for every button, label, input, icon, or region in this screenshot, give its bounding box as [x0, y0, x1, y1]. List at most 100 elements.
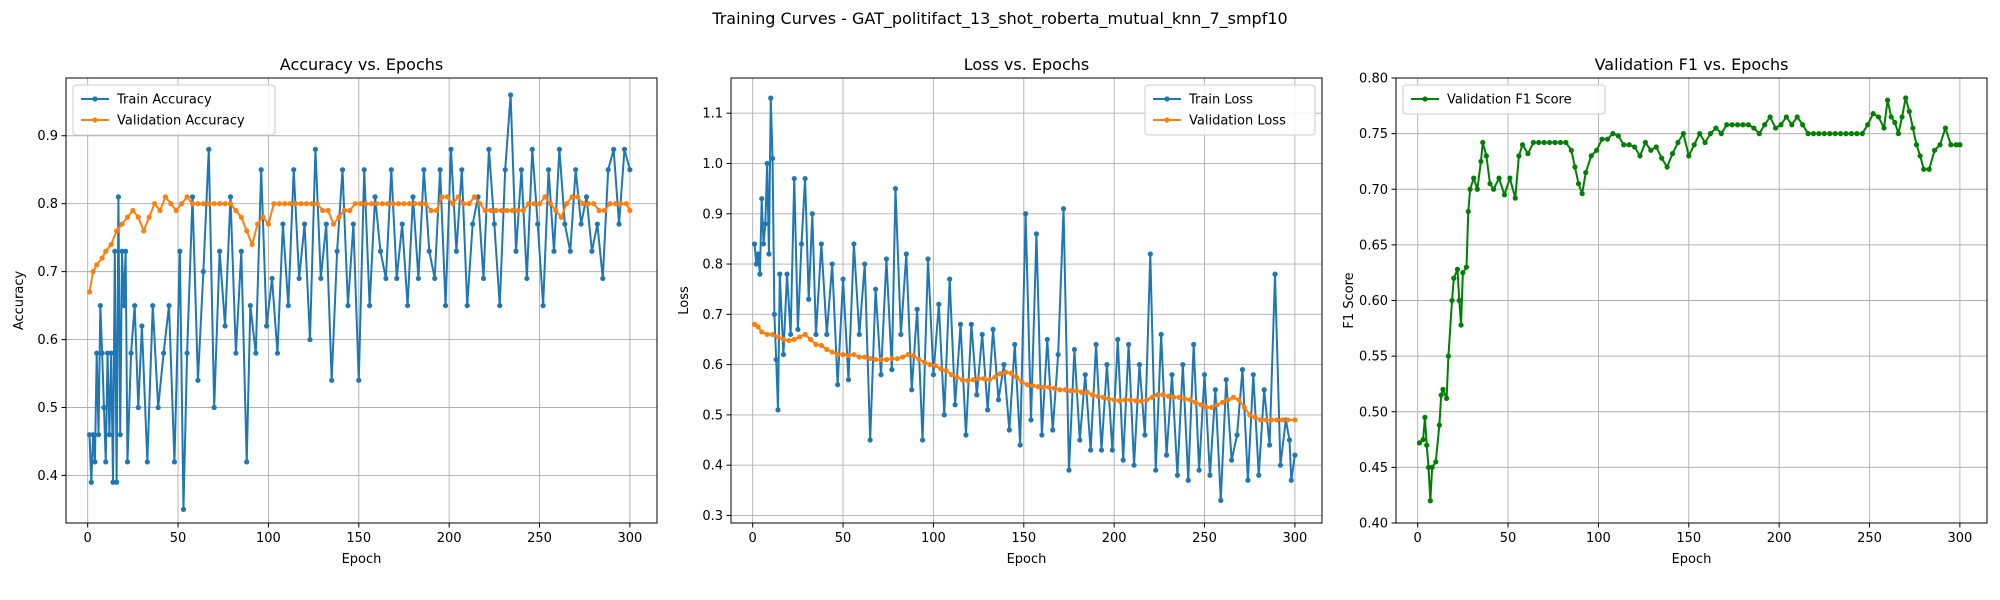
train-accuracy-point: [108, 350, 114, 356]
train-accuracy-point: [92, 459, 98, 465]
validation-f1-score-point: [1772, 125, 1779, 131]
train-accuracy-point: [323, 221, 329, 227]
train-accuracy-point: [115, 194, 122, 200]
validation-f1-score-point: [1615, 133, 1621, 139]
validation-f1-score-point: [1767, 114, 1773, 120]
accuracy-x-tick-label: 150: [346, 531, 371, 546]
accuracy-y-tick-label: 0.8: [37, 197, 58, 212]
validation-loss-point: [867, 355, 873, 362]
validation-loss-point: [986, 377, 993, 383]
validation-accuracy-point: [433, 207, 440, 214]
validation-accuracy-point: [627, 207, 633, 214]
validation-loss-point: [1292, 417, 1298, 423]
validation-accuracy-point: [406, 201, 412, 207]
validation-loss-point: [1079, 389, 1085, 395]
train-loss-point: [898, 331, 904, 338]
loss-x-tick-label: 150: [1011, 531, 1036, 546]
validation-f1-score-point: [1870, 111, 1876, 117]
validation-loss-point: [1192, 399, 1199, 405]
accuracy-y-tick-label: 0.5: [37, 401, 58, 416]
train-accuracy-point: [296, 275, 302, 282]
validation-loss-point: [1263, 417, 1269, 423]
validation-f1-score-point: [1552, 139, 1558, 146]
validation-f1-score-point: [1422, 414, 1428, 420]
train-loss-point: [1158, 331, 1164, 338]
f1-y-tick-label: 0.55: [1359, 350, 1388, 365]
validation-accuracy-point: [504, 207, 510, 214]
train-loss-point: [1272, 271, 1278, 277]
train-accuracy-point: [101, 404, 107, 411]
validation-accuracy-point: [547, 201, 553, 207]
validation-f1-score-point: [1463, 264, 1470, 270]
validation-f1-score-point: [1642, 139, 1649, 146]
validation-accuracy-point: [347, 207, 353, 214]
validation-accuracy-point: [124, 214, 131, 220]
validation-loss-point: [959, 377, 965, 383]
loss-legend-box: [1144, 84, 1316, 136]
validation-f1-score-point: [1848, 131, 1855, 137]
validation-f1-score-point: [1854, 131, 1860, 137]
train-accuracy-point: [264, 323, 270, 329]
validation-loss-point: [1084, 389, 1090, 395]
validation-loss-point: [1268, 417, 1274, 423]
train-accuracy-point: [94, 350, 100, 356]
train-loss-point: [1153, 467, 1159, 473]
train-accuracy-point: [508, 92, 514, 98]
train-loss-point: [784, 271, 790, 277]
validation-loss-point: [1176, 394, 1182, 400]
validation-accuracy-point: [276, 201, 282, 207]
train-accuracy-point: [112, 248, 118, 254]
validation-accuracy-point: [477, 201, 483, 207]
accuracy-y-axis-label: Accuracy: [12, 271, 27, 331]
validation-f1-score-point: [1525, 151, 1531, 157]
train-accuracy-point: [345, 302, 351, 309]
loss-y-tick-label: 0.4: [702, 459, 723, 474]
train-accuracy-point: [545, 167, 552, 173]
validation-f1-score-point: [1478, 158, 1484, 165]
train-accuracy-point: [227, 194, 234, 200]
train-loss-line: [753, 97, 1296, 502]
train-accuracy-point: [88, 479, 94, 485]
validation-loss-point: [851, 351, 857, 358]
train-loss-point: [1077, 437, 1083, 443]
train-loss-point: [809, 211, 815, 217]
validation-f1-score-point: [1659, 155, 1665, 161]
validation-f1-score-point: [1465, 208, 1471, 215]
validation-f1-score-point: [1467, 186, 1473, 192]
f1-y-tick-label: 0.40: [1359, 517, 1388, 532]
train-accuracy-point: [97, 302, 103, 309]
train-loss-point: [795, 326, 801, 333]
validation-f1-score-point: [1427, 498, 1433, 504]
train-loss-point: [1185, 477, 1191, 483]
f1-chart-title: Validation F1 vs. Epochs: [1595, 55, 1789, 74]
train-loss-point: [1088, 447, 1094, 453]
train-loss-point: [1044, 336, 1050, 343]
train-accuracy-point: [206, 146, 212, 152]
validation-f1-score-point: [1675, 139, 1681, 146]
train-loss-point: [1256, 472, 1262, 478]
train-accuracy-point: [114, 479, 120, 485]
validation-f1-score-point: [1762, 122, 1768, 128]
train-accuracy-point: [200, 269, 206, 275]
train-loss-point: [856, 331, 862, 338]
train-accuracy-point: [404, 302, 411, 309]
train-accuracy-point: [166, 302, 172, 309]
train-loss-point: [751, 241, 758, 247]
train-loss-point: [1093, 341, 1099, 348]
train-loss-point: [1223, 377, 1229, 383]
train-accuracy-point: [184, 350, 190, 356]
f1-x-axis-label: Epoch: [1672, 552, 1712, 567]
validation-f1-score-point: [1821, 131, 1827, 137]
validation-accuracy-point: [179, 201, 185, 207]
train-accuracy-point: [307, 336, 313, 343]
accuracy-x-tick-label: 100: [256, 531, 281, 546]
validation-accuracy-point: [466, 201, 472, 207]
validation-loss-point: [938, 366, 944, 372]
train-accuracy-point: [562, 221, 568, 227]
validation-accuracy-point: [493, 207, 499, 214]
train-accuracy-point: [318, 275, 324, 282]
validation-f1-score-point: [1568, 147, 1574, 153]
train-accuracy-point: [274, 350, 281, 356]
train-accuracy-point: [605, 167, 611, 173]
